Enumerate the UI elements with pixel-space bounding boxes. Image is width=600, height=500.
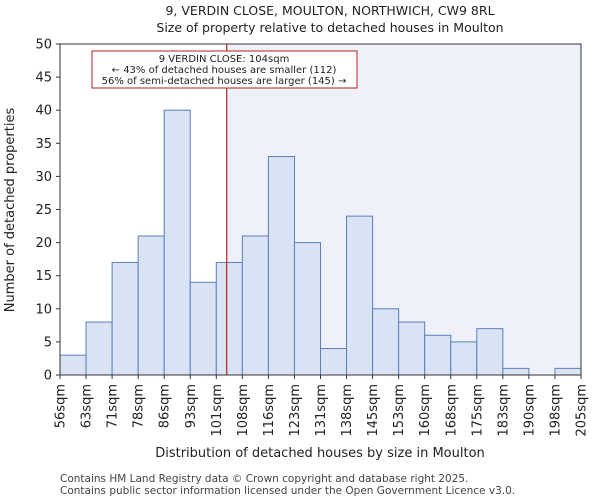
- bar-198sqm: [554, 367, 582, 376]
- y-tick-label: 10: [35, 302, 52, 317]
- x-tick-label: 71sqm: [106, 384, 121, 428]
- x-tick-label: 183sqm: [496, 384, 511, 437]
- x-tick-label: 138sqm: [340, 384, 355, 437]
- bar-183sqm: [502, 367, 530, 376]
- x-tick-label: 86sqm: [158, 384, 173, 428]
- bar-116sqm: [267, 156, 295, 376]
- bar-175sqm: [476, 328, 504, 376]
- x-tick-label: 131sqm: [314, 384, 329, 437]
- x-tick-label: 175sqm: [470, 384, 485, 437]
- x-tick-label: 190sqm: [522, 384, 537, 437]
- x-tick-label: 198sqm: [548, 384, 563, 437]
- bar-145sqm: [372, 308, 400, 376]
- marker-annotation: 9 VERDIN CLOSE: 104sqm ← 43% of detached…: [91, 50, 358, 89]
- annotation-line-1: 9 VERDIN CLOSE: 104sqm: [159, 54, 290, 65]
- x-tick-label: 101sqm: [210, 384, 225, 437]
- annotation-line-3: 56% of semi-detached houses are larger (…: [102, 76, 347, 87]
- bar-108sqm: [241, 235, 269, 376]
- bar-153sqm: [398, 321, 426, 376]
- y-tick-label: 15: [35, 269, 52, 284]
- x-tick-label: 116sqm: [262, 384, 277, 437]
- x-tick-label: 63sqm: [80, 384, 95, 428]
- y-axis-ticks: 0 5 10 15 20 25 30 35 40 45 50: [35, 38, 60, 384]
- bar-56sqm: [59, 354, 87, 376]
- x-tick-label: 108sqm: [236, 384, 251, 437]
- y-tick-label: 20: [35, 236, 52, 251]
- x-tick-label: 123sqm: [288, 384, 303, 437]
- bar-123sqm: [293, 242, 322, 376]
- y-tick-label: 35: [35, 137, 52, 152]
- chart-subtitle: Size of property relative to detached ho…: [156, 20, 503, 35]
- bar-71sqm: [111, 261, 139, 376]
- annotation-line-2: ← 43% of detached houses are smaller (11…: [112, 65, 337, 76]
- bar-93sqm: [189, 281, 217, 376]
- y-tick-label: 0: [44, 369, 52, 384]
- footer-line-1: Contains HM Land Registry data © Crown c…: [60, 473, 468, 485]
- x-tick-label: 93sqm: [184, 384, 199, 428]
- annotation-box: [91, 50, 358, 89]
- x-tick-label: 145sqm: [366, 384, 381, 437]
- footer-line-2: Contains public sector information licen…: [60, 485, 515, 497]
- x-tick-label: 153sqm: [392, 384, 407, 437]
- x-tick-label: 205sqm: [575, 384, 590, 437]
- bar-78sqm: [137, 235, 165, 376]
- bar-86sqm: [163, 109, 191, 376]
- y-tick-label: 25: [35, 203, 52, 218]
- x-axis-ticks: 56sqm 63sqm 71sqm 78sqm 86sqm 93sqm 101sqm 108s…: [54, 375, 590, 437]
- x-tick-label: 160sqm: [418, 384, 433, 437]
- chart-title: 9, VERDIN CLOSE, MOULTON, NORTHWICH, CW9…: [165, 3, 494, 18]
- y-tick-label: 50: [35, 38, 52, 53]
- bar-101sqm: [215, 261, 243, 376]
- x-axis-label: Distribution of detached houses by size …: [155, 446, 485, 461]
- bars-group: [59, 109, 582, 376]
- y-tick-label: 40: [35, 104, 52, 119]
- x-tick-label: 78sqm: [132, 384, 147, 428]
- x-tick-label: 56sqm: [54, 384, 69, 428]
- bar-63sqm: [85, 321, 113, 376]
- y-tick-label: 45: [35, 71, 52, 86]
- y-tick-label: 30: [35, 170, 52, 185]
- x-tick-label: 168sqm: [444, 384, 459, 437]
- bar-131sqm: [320, 348, 348, 376]
- y-axis-label: Number of detached properties: [3, 108, 18, 313]
- y-tick-label: 5: [44, 335, 52, 350]
- bar-168sqm: [450, 341, 478, 376]
- bar-138sqm: [346, 215, 374, 376]
- bar-160sqm: [424, 334, 452, 376]
